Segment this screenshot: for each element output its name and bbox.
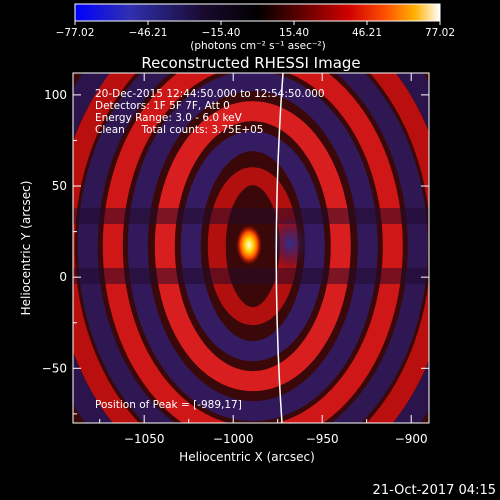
x-tick-label: −1050: [124, 432, 165, 446]
chart-title: Reconstructed RHESSI Image: [141, 54, 360, 72]
y-tick-label: 0: [59, 270, 67, 284]
colorbar-tick-label: −15.40: [202, 27, 241, 39]
y-tick-label: 50: [52, 179, 67, 193]
heatmap-ring: [154, 101, 351, 392]
plot-frame: [72, 72, 430, 424]
heatmap-ring: [127, 73, 378, 422]
heatmap-ring: [102, 73, 403, 423]
colorbar-tick-label: −77.02: [56, 27, 95, 39]
colorbar-tick-label: 77.02: [425, 27, 455, 39]
footer-timestamp: 21-Oct-2017 04:15: [373, 483, 496, 498]
heatmap-band: [73, 208, 429, 224]
axis-ticks: −1050 −1000 −950 −900 −50 0 50 100: [42, 73, 429, 446]
heatmap-image: [73, 73, 429, 423]
dimple-negative: [270, 215, 310, 271]
info-text: 20-Dec-2015 12:44:50.000 to 12:54:50.000…: [95, 88, 325, 136]
y-axis-label: Heliocentric Y (arcsec): [19, 181, 33, 316]
info-line-energy: Energy Range: 3.0 - 6.0 keV: [95, 112, 243, 124]
info-line-detectors: Detectors: 1F 5F 7F, Att 0: [95, 100, 230, 112]
peak-source: [236, 225, 262, 265]
peak-position-label: Position of Peak = [-989,17]: [95, 399, 242, 411]
colorbar-tick-label: 46.21: [352, 27, 382, 39]
info-line-clean: Clean Total counts: 3.75E+05: [95, 124, 264, 136]
colorbar-tick-label: 15.40: [279, 27, 309, 39]
colorbar-tick-label: −46.21: [129, 27, 168, 39]
solar-limb: [275, 73, 284, 423]
y-tick-label: −50: [42, 361, 67, 375]
x-tick-label: −950: [306, 432, 339, 446]
colorbar: [74, 3, 441, 22]
colorbar-unit-label: (photons cm⁻² s⁻¹ asec⁻²): [190, 40, 325, 52]
x-tick-label: −1000: [213, 432, 254, 446]
x-tick-label: −900: [395, 432, 428, 446]
colorbar-ticks: −77.02 −46.21 −15.40 15.40 46.21 77.02: [56, 21, 455, 39]
y-tick-label: 100: [44, 88, 67, 102]
x-axis-label: Heliocentric X (arcsec): [179, 450, 315, 464]
heatmap-ring: [180, 131, 325, 362]
heatmap-band: [73, 268, 429, 284]
info-line-time: 20-Dec-2015 12:44:50.000 to 12:54:50.000: [95, 88, 325, 100]
heatmap-ring: [77, 73, 428, 423]
